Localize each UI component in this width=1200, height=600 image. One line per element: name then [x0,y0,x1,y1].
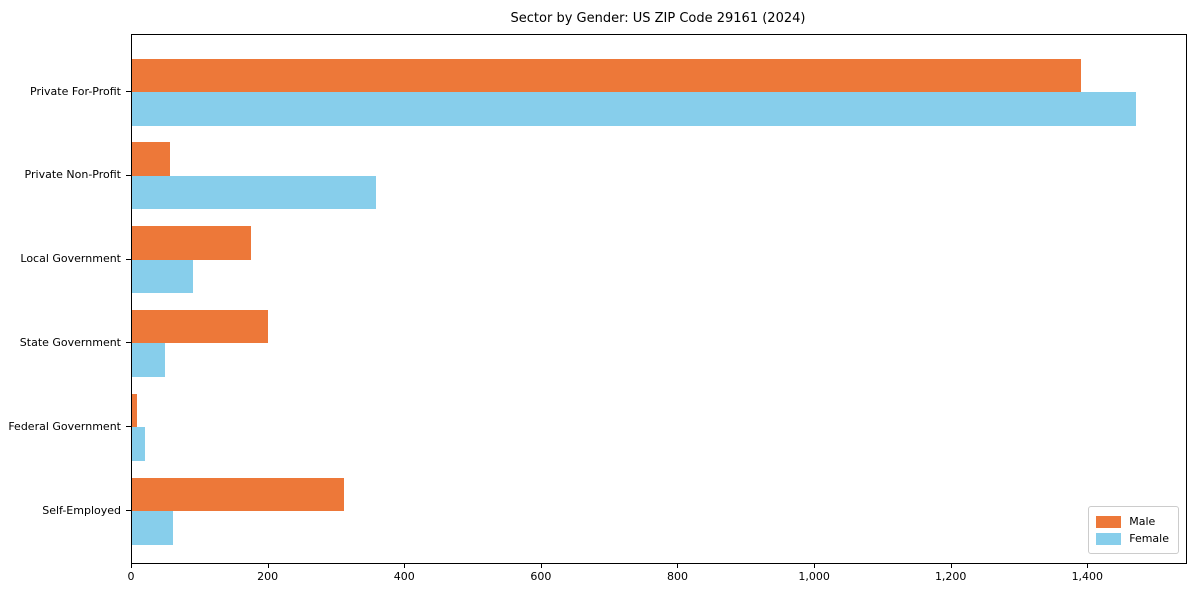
bar-female [132,511,173,545]
x-axis-tick-label: 600 [530,570,552,583]
bar-female [132,343,165,377]
legend-swatch-male [1096,515,1122,528]
x-axis-tick-mark [950,563,952,568]
y-axis-tick-label: Private Non-Profit [24,168,121,182]
bar-male [132,226,251,260]
x-axis-tick-mark [540,563,542,568]
x-axis-tick-label: 1,200 [934,570,967,583]
x-axis-tick-mark [677,563,679,568]
y-axis-tick-mark [126,174,131,176]
y-axis-tick-mark [126,510,131,511]
x-axis-tick-mark [404,563,406,568]
x-axis-tick-label: 1,400 [1071,570,1104,583]
x-axis-tick-label: 400 [393,570,415,583]
x-axis-tick-mark [267,563,269,568]
y-axis-tick-mark [126,91,131,92]
legend-label-male: Male [1129,515,1156,528]
chart-title: Sector by Gender: US ZIP Code 29161 (202… [510,11,806,26]
x-axis-tick-label: 0 [127,570,135,583]
x-axis-tick-label: 800 [666,570,688,583]
y-axis-tick-label: Self-Employed [42,503,121,517]
x-axis-tick-mark [1087,563,1089,568]
y-axis-tick-mark [126,426,131,428]
y-axis-tick-mark [126,342,131,344]
y-axis-tick-label: State Government [19,335,121,349]
plot-area: Male Female [131,34,1187,564]
x-axis-tick-label: 1,000 [798,570,830,583]
x-axis-tick-label: 200 [257,570,279,583]
bar-male [132,477,344,511]
x-axis-tick-mark [131,563,132,568]
y-axis-tick-label: Local Government [20,252,121,266]
legend-item-male: Male [1096,513,1169,530]
bar-female [132,427,145,461]
legend: Male Female [1088,506,1179,554]
bar-female [132,175,376,210]
x-axis-tick-mark [814,563,816,568]
y-axis-tick-mark [126,258,131,260]
y-axis-tick-label: Federal Government [8,419,121,433]
bar-male [132,309,268,344]
bar-female [132,92,1137,126]
bar-male [132,142,170,176]
bar-female [132,259,193,294]
bar-male [132,393,137,428]
legend-swatch-female [1096,532,1122,545]
bar-male [132,58,1082,92]
legend-item-female: Female [1096,530,1169,547]
legend-label-female: Female [1129,532,1169,545]
y-axis-tick-label: Private For-Profit [30,84,121,98]
